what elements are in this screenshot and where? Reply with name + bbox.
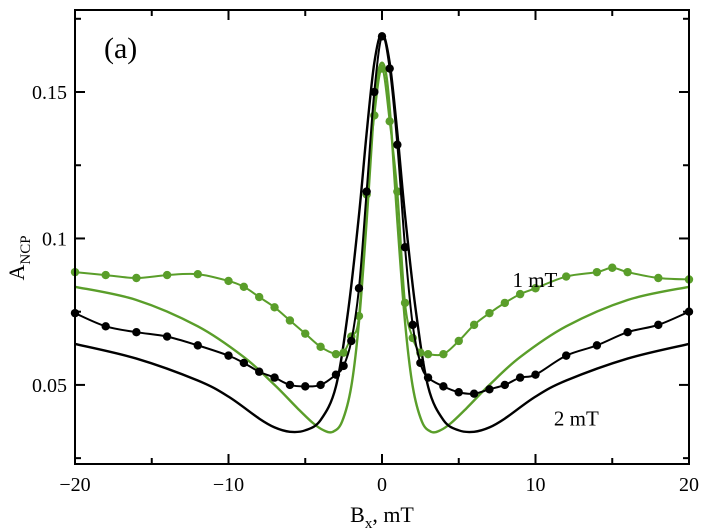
data-point-2-mt bbox=[347, 336, 356, 346]
data-point-1-mt bbox=[608, 263, 617, 272]
data-point-2-mt bbox=[515, 373, 525, 382]
plot-frame bbox=[74, 9, 690, 465]
data-point-2-mt bbox=[469, 389, 479, 398]
data-point-2-mt bbox=[255, 367, 264, 376]
annotation-label: 2 mT bbox=[554, 406, 599, 430]
data-point-2-mt bbox=[270, 373, 279, 382]
data-point-1-mt bbox=[316, 342, 325, 352]
data-point-1-mt bbox=[592, 267, 602, 277]
x-tick-label: 0 bbox=[377, 474, 387, 496]
data-point-2-mt bbox=[393, 140, 402, 149]
data-point-2-mt bbox=[500, 380, 509, 390]
x-tick-label: −10 bbox=[213, 474, 244, 496]
data-point-2-mt bbox=[377, 32, 387, 41]
x-axis-label-main: B bbox=[350, 502, 365, 527]
data-point-1-mt bbox=[377, 64, 387, 73]
data-point-1-mt bbox=[531, 284, 540, 293]
x-axis-label-suffix: , mT bbox=[372, 502, 414, 527]
data-point-1-mt bbox=[500, 298, 509, 308]
data-points bbox=[70, 32, 694, 398]
data-point-2-mt bbox=[339, 361, 348, 371]
data-point-2-mt bbox=[592, 341, 602, 350]
data-point-2-mt bbox=[193, 341, 202, 350]
data-point-2-mt bbox=[416, 358, 425, 368]
series-annotations: 1 mT 2 mT bbox=[512, 268, 599, 431]
data-point-2-mt bbox=[400, 243, 410, 252]
y-axis-label: ANCP bbox=[4, 235, 34, 280]
data-point-2-mt bbox=[654, 320, 663, 330]
x-tick-label: 10 bbox=[526, 474, 546, 496]
data-point-1-mt bbox=[454, 336, 463, 346]
data-point-2-mt bbox=[354, 284, 364, 293]
data-point-2-mt bbox=[385, 64, 394, 73]
data-point-2-mt bbox=[408, 320, 417, 330]
data-point-1-mt bbox=[393, 187, 402, 196]
fit-curves bbox=[74, 32, 690, 434]
data-point-1-mt bbox=[331, 349, 341, 359]
data-point-1-mt bbox=[385, 117, 394, 126]
data-point-1-mt bbox=[162, 270, 172, 280]
data-point-1-mt bbox=[255, 292, 264, 302]
data-point-1-mt bbox=[354, 311, 364, 321]
data-point-2-mt bbox=[316, 380, 325, 390]
data-point-2-mt bbox=[439, 382, 448, 391]
data-point-2-mt bbox=[224, 351, 233, 360]
data-point-1-mt bbox=[285, 316, 295, 325]
y-axis-ticks: 0.05 0.1 0.15 bbox=[32, 17, 689, 460]
data-point-2-mt bbox=[132, 327, 141, 337]
data-line-1-mt bbox=[74, 67, 690, 357]
panel-label: (a) bbox=[104, 32, 137, 65]
x-axis-label-sub: x bbox=[365, 516, 373, 530]
y-tick-label: 0.15 bbox=[32, 82, 67, 104]
annotation-label: 1 mT bbox=[512, 268, 557, 292]
data-point-2-mt bbox=[531, 370, 540, 379]
data-point-1-mt bbox=[469, 320, 479, 330]
fit-line-2-mt-fit bbox=[74, 32, 690, 434]
data-point-1-mt bbox=[301, 329, 310, 338]
data-point-2-mt bbox=[285, 380, 295, 390]
data-point-2-mt bbox=[485, 385, 494, 394]
data-point-1-mt bbox=[339, 348, 348, 357]
y-tick-label: 0.05 bbox=[32, 375, 67, 397]
data-point-1-mt bbox=[239, 282, 249, 291]
data-point-2-mt bbox=[101, 322, 110, 331]
data-point-2-mt bbox=[239, 358, 249, 368]
data-point-1-mt bbox=[423, 349, 433, 359]
data-point-1-mt bbox=[654, 273, 663, 283]
x-axis-ticks: −20 −10 0 10 20 bbox=[59, 10, 699, 496]
fit-line-1-mt-fit bbox=[74, 61, 690, 434]
y-tick-label: 0.1 bbox=[42, 228, 67, 250]
y-axis-label-sub: NCP bbox=[18, 235, 34, 264]
data-point-1-mt bbox=[193, 269, 202, 279]
y-axis-label-main: A bbox=[4, 265, 29, 281]
x-axis-label: Bx, mT bbox=[350, 502, 414, 530]
data-point-1-mt bbox=[562, 272, 571, 281]
data-point-2-mt bbox=[370, 87, 379, 97]
data-point-1-mt bbox=[400, 298, 410, 308]
data-point-2-mt bbox=[362, 187, 371, 196]
data-point-2-mt bbox=[454, 388, 463, 397]
data-point-2-mt bbox=[162, 332, 172, 341]
data-point-1-mt bbox=[132, 273, 141, 283]
data-point-1-mt bbox=[439, 349, 448, 359]
data-point-1-mt bbox=[224, 276, 233, 286]
data-point-1-mt bbox=[101, 270, 110, 280]
data-point-1-mt bbox=[270, 303, 279, 312]
data-point-2-mt bbox=[423, 373, 433, 382]
data-point-1-mt bbox=[515, 289, 525, 299]
data-point-2-mt bbox=[623, 327, 632, 337]
data-point-2-mt bbox=[331, 370, 341, 379]
data-point-2-mt bbox=[562, 351, 571, 360]
data-point-2-mt bbox=[301, 382, 310, 391]
x-tick-label: 20 bbox=[679, 474, 699, 496]
data-point-1-mt bbox=[623, 267, 632, 277]
x-tick-label: −20 bbox=[59, 474, 90, 496]
data-point-1-mt bbox=[485, 308, 494, 318]
